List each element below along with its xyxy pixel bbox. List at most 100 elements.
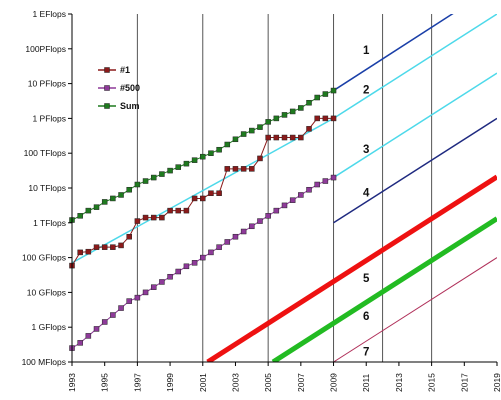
- point-1-27: [289, 197, 296, 203]
- point-0-22: [249, 166, 255, 172]
- point-1-10: [150, 284, 157, 290]
- y-tick-label: 100 MFlops: [22, 357, 66, 367]
- legend-label-0: #1: [120, 65, 130, 75]
- x-tick-label: 2019: [492, 373, 501, 392]
- point-0-30: [314, 115, 320, 122]
- point-1-30: [314, 181, 320, 188]
- projection-label-2: 2: [363, 84, 369, 96]
- point-0-26: [281, 134, 288, 141]
- point-0-13: [175, 207, 181, 214]
- projection-line-4: [333, 117, 497, 224]
- point-1-24: [265, 213, 271, 219]
- point-0-28: [298, 134, 304, 141]
- point-0-21: [240, 166, 247, 172]
- point-1-7: [126, 298, 132, 304]
- point-1-31: [322, 178, 329, 184]
- point-2-3: [93, 204, 100, 210]
- point-0-29: [306, 126, 312, 132]
- data-series: [69, 87, 337, 351]
- point-1-6: [118, 305, 124, 311]
- legend-marker-0: [104, 67, 110, 73]
- legend-marker-2: [104, 103, 110, 109]
- projection-label-4: 4: [363, 188, 370, 200]
- point-0-11: [159, 214, 165, 221]
- point-1-16: [200, 254, 206, 261]
- point-2-12: [167, 167, 173, 174]
- projection-line-1: [333, 14, 454, 92]
- point-2-16: [200, 153, 206, 160]
- point-2-29: [306, 99, 312, 106]
- y-tick-label: 100PFlops: [25, 44, 66, 54]
- point-2-21: [240, 131, 247, 137]
- point-2-5: [110, 195, 116, 202]
- point-2-13: [175, 164, 181, 170]
- point-2-11: [159, 171, 165, 177]
- point-2-22: [249, 127, 255, 134]
- point-1-26: [281, 202, 288, 209]
- legend-label-1: #500: [120, 83, 140, 93]
- point-1-23: [257, 218, 263, 224]
- legend: #1 #500 Sum: [98, 65, 140, 111]
- y-tick-label: 1 TFlops: [33, 218, 66, 228]
- point-1-20: [232, 233, 239, 240]
- point-2-23: [257, 124, 263, 130]
- projection-line-7: [333, 257, 497, 362]
- point-1-21: [240, 228, 247, 235]
- point-1-32: [330, 174, 337, 181]
- point-2-6: [118, 192, 124, 198]
- point-1-1: [77, 340, 83, 346]
- point-2-9: [142, 178, 149, 184]
- projection-line-3: [333, 72, 497, 179]
- point-1-15: [191, 260, 198, 266]
- x-tick-label: 2009: [329, 373, 339, 392]
- point-2-27: [289, 108, 296, 115]
- projection-label-6: 6: [363, 311, 369, 323]
- x-tick-label: 2013: [394, 373, 404, 392]
- point-1-22: [249, 223, 255, 230]
- point-1-19: [224, 239, 231, 245]
- projection-lines: [71, 14, 497, 362]
- legend-label-2: Sum: [120, 101, 140, 111]
- projection-label-5: 5: [363, 273, 370, 285]
- point-2-31: [322, 91, 329, 97]
- point-0-4: [101, 244, 108, 250]
- point-0-15: [191, 195, 198, 202]
- x-tick-label: 1999: [165, 373, 175, 392]
- y-tick-label: 100 TFlops: [24, 148, 66, 158]
- point-1-9: [142, 289, 149, 296]
- x-tick-label: 1995: [100, 373, 110, 392]
- projection-line-2: [333, 14, 497, 120]
- point-0-1: [77, 249, 83, 256]
- point-0-18: [216, 190, 222, 196]
- point-1-13: [175, 268, 181, 275]
- x-tick-label: 1997: [132, 373, 142, 392]
- y-tick-label: 10 PFlops: [28, 79, 66, 89]
- x-tick-label: 1993: [67, 373, 77, 392]
- point-0-12: [167, 207, 173, 214]
- point-0-7: [126, 233, 132, 240]
- point-0-24: [265, 134, 271, 141]
- point-0-17: [208, 190, 214, 196]
- point-0-14: [183, 207, 190, 214]
- point-2-2: [85, 207, 92, 214]
- point-0-31: [322, 115, 329, 122]
- point-1-2: [85, 333, 92, 339]
- point-1-8: [134, 294, 141, 301]
- y-tick-labels: 1 EFlops 100PFlops 10 PFlops 1 PFlops 100 TF…: [22, 9, 66, 367]
- point-1-18: [216, 244, 222, 250]
- point-2-15: [191, 157, 198, 163]
- point-1-5: [110, 312, 116, 318]
- point-0-23: [257, 155, 263, 162]
- x-tick-label: 2005: [263, 373, 273, 392]
- point-2-17: [208, 150, 214, 156]
- point-2-24: [265, 119, 271, 125]
- point-0-6: [118, 242, 124, 249]
- fit-line-1: [71, 117, 334, 264]
- point-2-20: [232, 136, 239, 143]
- point-2-28: [298, 105, 304, 111]
- y-tick-label: 100 GFlops: [22, 253, 66, 263]
- point-2-26: [281, 112, 288, 118]
- y-tick-label: 1 EFlops: [32, 9, 66, 19]
- y-tick-label: 1 GFlops: [32, 322, 67, 332]
